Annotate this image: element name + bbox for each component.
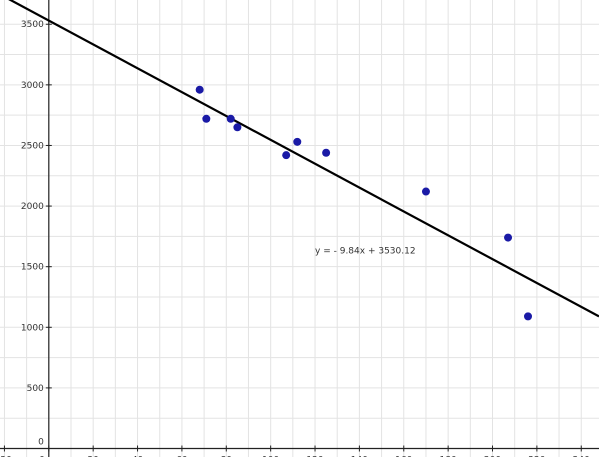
y-tick-label: 1500 [21,263,44,273]
trendline [8,0,599,318]
x-tick-label: 200 [484,456,501,457]
y-tick-label: 0 [38,438,44,448]
y-axis-ticks: 0 500 1000 1500 2000 2500 3000 3500 [21,20,52,450]
x-tick-label: 20 [87,456,99,457]
x-tick-label: 180 [440,456,457,457]
x-tick-label: 40 [132,456,144,457]
data-point [202,114,211,123]
y-tick-label: 1000 [21,323,44,333]
x-tick-label: 160 [395,456,412,457]
data-point [293,137,302,146]
y-tick-label: 500 [27,384,44,394]
data-point [504,233,513,242]
x-tick-label: 60 [176,456,188,457]
data-point [233,123,242,132]
data-point [282,151,291,160]
x-tick-label: 220 [528,456,545,457]
data-point [322,148,331,157]
x-tick-label: 80 [221,456,233,457]
y-tick-label: 3000 [21,81,44,91]
data-point [195,85,204,94]
y-tick-label: 3500 [21,20,44,30]
x-tick-label: 100 [262,456,279,457]
data-point [421,187,430,196]
trendline-group [8,0,599,318]
y-tick-label: 2500 [21,141,44,151]
x-tick-label: 140 [351,456,368,457]
x-tick-label: -20 [0,456,12,457]
x-axis-ticks: -20 20 40 60 80 100 120 140 160 180 200 220 240 0 [0,445,590,457]
x-tick-label: 0 [39,456,45,457]
data-points [195,85,533,321]
y-tick-label: 2000 [21,202,44,212]
trendline-equation: y = - 9.84x + 3530.12 [315,246,416,256]
data-point [524,312,533,321]
x-tick-label: 120 [306,456,323,457]
x-tick-label: 240 [573,456,590,457]
data-point [226,114,235,123]
